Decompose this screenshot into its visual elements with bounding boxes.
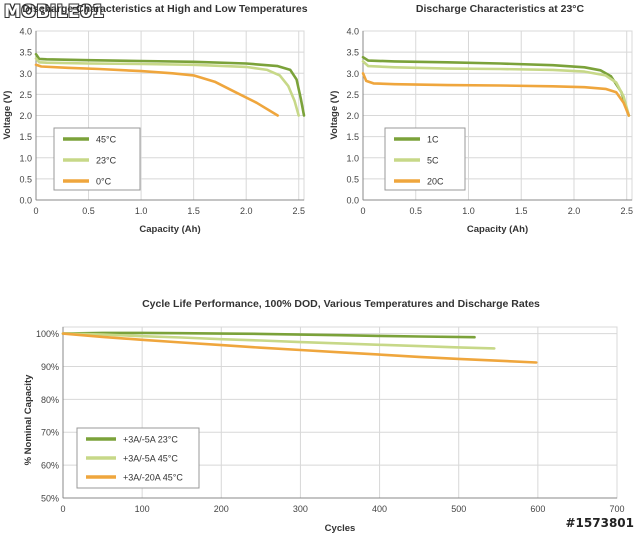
y-tick-label: 0.0 [346,196,359,206]
chart-title: Discharge Characteristics at High and Lo… [22,3,307,15]
site-logo: MOBILE01 [4,2,105,22]
y-tick-label: 1.5 [346,132,359,142]
x-tick-label: 0.5 [409,206,422,216]
y-tick-label: 1.0 [19,153,32,163]
x-tick-label: 0 [60,504,65,514]
y-tick-label: 60% [41,461,59,471]
watermark: #1573801 [565,516,634,530]
x-tick-label: 0 [360,206,365,216]
legend-label: 1C [427,135,439,145]
x-tick-label: 300 [293,504,308,514]
y-tick-label: 80% [41,395,59,405]
x-tick-label: 1.5 [515,206,528,216]
y-tick-label: 90% [41,362,59,372]
legend: 1C 5C 20C [384,127,466,191]
series-line-3 [61,332,538,364]
series-line-2 [61,332,496,350]
x-axis-label: Capacity (Ah) [139,224,200,235]
x-tick-label: 500 [451,504,466,514]
x-tick-label: 2.5 [292,206,305,216]
y-tick-label: 1.5 [19,132,32,142]
y-tick-label: 70% [41,428,59,438]
series-line-1 [34,52,306,117]
x-axis-label: Cycles [325,523,356,534]
chart-1: 0.0 0.5 1.0 1.5 2.0 2.5 3.0 3.5 4.0 0 0.5 1.0 1.5 2.0… [2,3,308,235]
legend-label: 0°C [96,177,112,187]
y-tick-label: 2.0 [19,111,32,121]
x-tick-label: 2.0 [568,206,581,216]
y-tick-label: 100% [36,329,59,339]
y-tick-label: 2.5 [346,90,359,100]
x-tick-label: 0 [33,206,38,216]
legend-label: +3A/-5A 23°C [123,435,178,445]
x-tick-label: 100 [135,504,150,514]
legend-label: +3A/-20A 45°C [123,473,183,483]
x-axis-label: Capacity (Ah) [467,224,528,235]
series-line-2 [361,60,631,117]
x-tick-label: 1.5 [187,206,200,216]
legend-label: 45°C [96,135,117,145]
y-tick-label: 0.0 [19,196,32,206]
y-axis-label: % Nominal Capacity [23,374,34,466]
series-line-2 [34,57,300,117]
chart-title: Discharge Characteristics at 23°C [416,3,585,15]
y-tick-label: 2.0 [346,111,359,121]
y-axis-label: Voltage (V) [329,91,340,140]
legend: +3A/-5A 23°C +3A/-5A 45°C +3A/-20A 45°C [76,427,200,489]
x-tick-label: 400 [372,504,387,514]
x-tick-label: 700 [609,504,624,514]
legend-label: 23°C [96,156,117,166]
y-tick-label: 3.0 [346,69,359,79]
chart-2: 0.0 0.5 1.0 1.5 2.0 2.5 3.0 3.5 4.0 0 0.5 1.0 1.5 2.0… [329,3,633,235]
x-tick-label: 0.5 [82,206,95,216]
series-line-3 [361,72,631,117]
legend: 45°C 23°C 0°C [53,127,141,191]
y-tick-label: 0.5 [19,174,32,184]
x-tick-label: 1.0 [135,206,148,216]
chart-3: 50% 60% 70% 80% 90% 100% 0 100 200 300 400 500 600 70… [23,298,625,534]
y-tick-label: 1.0 [346,153,359,163]
x-tick-label: 2.5 [620,206,633,216]
x-tick-label: 2.0 [240,206,253,216]
series-line-3 [34,63,279,117]
y-tick-label: 3.5 [19,48,32,58]
y-axis-label: Voltage (V) [2,91,13,140]
series-line-1 [61,331,476,339]
y-tick-label: 0.5 [346,174,359,184]
y-tick-label: 3.0 [19,69,32,79]
x-tick-label: 600 [530,504,545,514]
y-tick-label: 50% [41,494,59,504]
y-tick-label: 4.0 [346,27,359,37]
legend-label: +3A/-5A 45°C [123,454,178,464]
legend-label: 20C [427,177,444,187]
chart-title: Cycle Life Performance, 100% DOD, Variou… [142,298,540,310]
y-tick-label: 2.5 [19,90,32,100]
y-tick-label: 4.0 [19,27,32,37]
legend-label: 5C [427,156,439,166]
x-tick-label: 1.0 [462,206,475,216]
x-tick-label: 200 [214,504,229,514]
y-tick-label: 3.5 [346,48,359,58]
